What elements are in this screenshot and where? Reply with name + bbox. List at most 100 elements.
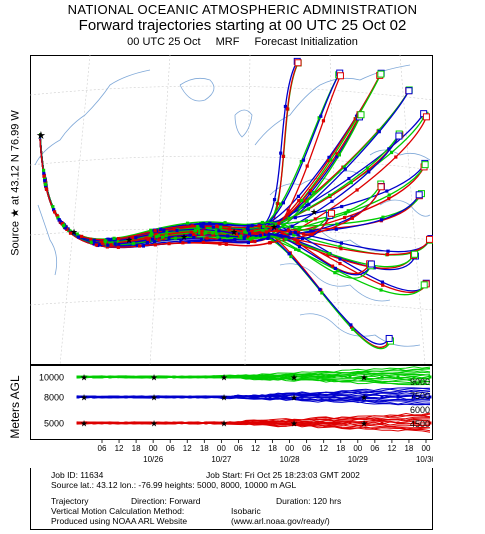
subtitle-model: MRF [215, 36, 240, 48]
time-axis: 06 12 18 00 06 12 18 00 06 12 18 00 06 12 18 00 06 12 18 00… [98, 440, 433, 464]
trajectory-marker [200, 229, 204, 233]
trajectory-marker [193, 228, 198, 233]
trajectory-marker [287, 216, 291, 221]
trajectory-marker [181, 241, 185, 245]
trajectory-marker [379, 218, 384, 222]
trajectory-marker [349, 323, 353, 327]
trajectory-marker [173, 236, 177, 240]
height-traces: ★ ★ ★ ★ ★ ★ ★ ★ ★ ★ ★ ★ ★ ★ ★ [76, 366, 432, 433]
day-star: ★ [310, 207, 318, 217]
trajectory-marker [327, 251, 331, 256]
trajectory-marker [290, 224, 294, 228]
trajectory-marker [117, 236, 121, 241]
time-hour-label: 12 [319, 444, 328, 453]
height-marker [428, 395, 432, 399]
height-day-star: ★ [220, 419, 228, 429]
height-marker [364, 395, 368, 399]
height-marker [140, 375, 144, 379]
trajectory-marker [109, 243, 113, 247]
height-marker [92, 375, 96, 379]
trajectory-marker [312, 191, 316, 195]
trajectory-marker [43, 179, 47, 183]
height-trace [77, 375, 431, 386]
trajectory-marker [214, 229, 218, 233]
trajectory-marker [284, 237, 288, 241]
trajectory-marker [153, 233, 157, 237]
trajectory-marker [204, 231, 208, 235]
trajectory-marker [108, 241, 112, 245]
trajectory-marker [338, 261, 342, 266]
height-marker [396, 395, 400, 399]
job-id: Job ID: 11634 [51, 470, 104, 480]
trajectory-marker [260, 232, 265, 236]
trajectory-marker [326, 159, 330, 163]
trajectory-marker [41, 168, 46, 172]
trajectory-marker [281, 201, 285, 205]
height-day-star: ★ [150, 393, 158, 403]
trajectory-marker [68, 231, 73, 235]
height-day-star: ★ [150, 373, 158, 383]
trajectory-marker [328, 193, 332, 197]
trajectory-marker [266, 236, 270, 241]
trajectory-marker [299, 198, 304, 203]
height-marker [300, 375, 304, 379]
trajectory-marker [313, 217, 317, 221]
trajectory-marker [292, 233, 296, 237]
trajectory-marker [51, 205, 55, 209]
height-marker [236, 421, 240, 425]
height-day-star: ★ [360, 393, 368, 403]
trajectory-marker [94, 243, 98, 247]
trajectory-marker [317, 116, 321, 120]
trajectory-marker [217, 237, 222, 241]
trajectory-marker [339, 247, 343, 251]
trajectory-marker [295, 240, 300, 244]
trajectory-marker [329, 158, 333, 162]
trajectory-marker [385, 189, 389, 193]
trajectory-marker [310, 232, 314, 236]
height-day-star: ★ [80, 393, 88, 403]
trajectory-marker [267, 233, 271, 237]
trajectory-marker [211, 231, 215, 235]
height-marker [76, 395, 80, 399]
trajectory-marker [156, 234, 160, 238]
trajectory-marker [196, 224, 200, 229]
trajectory-marker [201, 240, 205, 244]
trajectory-marker [242, 236, 246, 240]
height-marker [188, 375, 192, 379]
trajectory-marker [200, 232, 204, 236]
trajectory-marker [197, 231, 201, 235]
trajectory-marker [293, 237, 297, 241]
trajectory-marker [276, 224, 280, 228]
trajectory-marker [196, 226, 200, 230]
height-marker [380, 421, 384, 425]
height-marker [396, 421, 400, 425]
trajectory-marker [301, 158, 306, 162]
trajectory-end-marker [377, 70, 385, 78]
trajectory-marker [258, 235, 262, 239]
job-start: Job Start: Fri Oct 25 18:23:03 GMT 2002 [206, 470, 360, 480]
trajectory-marker [387, 147, 391, 151]
height-axis-label: Meters AGL [8, 375, 22, 439]
height-marker [348, 395, 352, 399]
height-marker [108, 421, 112, 425]
trajectory-marker [279, 151, 283, 155]
time-hour-label: 06 [98, 444, 107, 453]
trajectory-marker [212, 233, 216, 237]
trajectory-marker [175, 228, 179, 233]
trajectory-marker [260, 220, 264, 225]
trajectory-marker [245, 230, 249, 234]
trajectory-marker [113, 242, 117, 246]
trajectory-marker [353, 117, 357, 121]
time-hour-label: 18 [200, 444, 209, 453]
time-hour-label: 12 [183, 444, 192, 453]
time-date-label: 10/27 [211, 455, 232, 464]
height-marker [156, 375, 160, 379]
time-hour-label: 12 [251, 444, 260, 453]
time-hour-label: 18 [336, 444, 345, 453]
trajectory-marker [246, 224, 250, 228]
trajectory-end-marker [405, 87, 413, 95]
trajectory-marker [89, 240, 93, 244]
trajectory-marker [289, 254, 293, 259]
trajectory-marker [343, 167, 347, 171]
trajectory-marker [42, 171, 46, 176]
